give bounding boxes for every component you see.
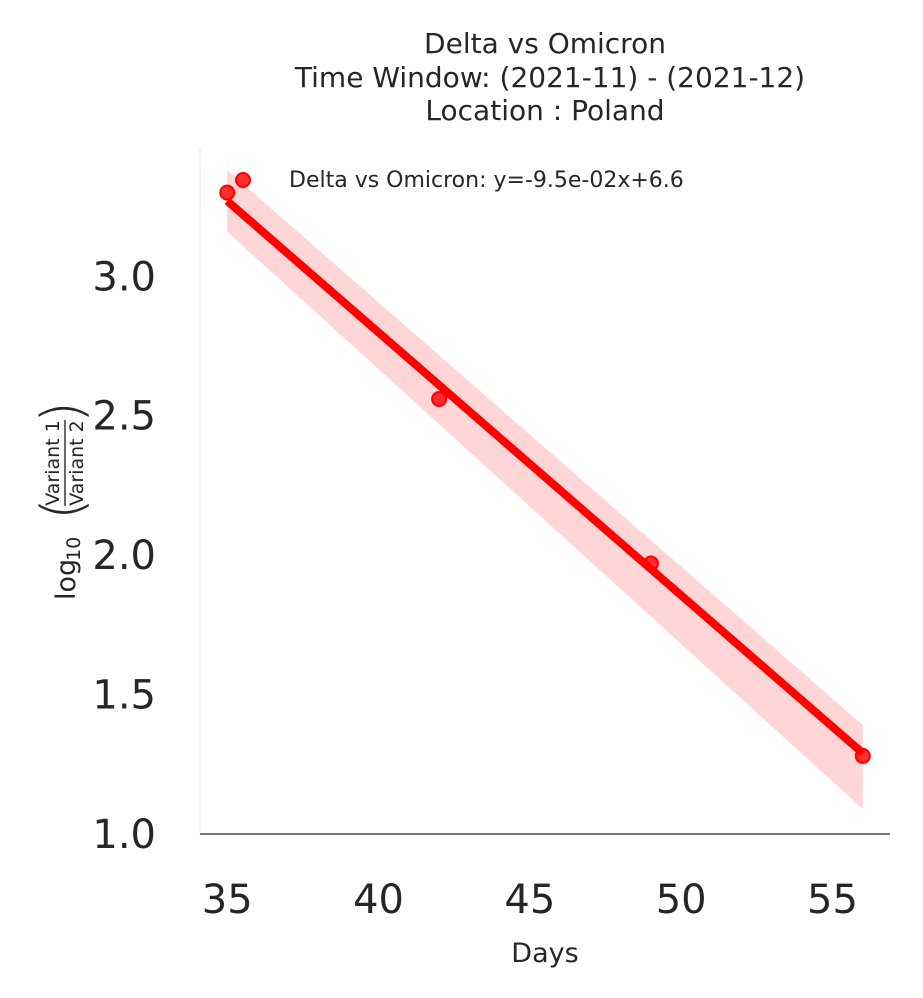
y-tick-labels: 1.0 1.5 2.0 2.5 3.0 bbox=[92, 254, 156, 858]
data-point bbox=[642, 555, 659, 572]
chart-title-line-3: Location : Poland bbox=[425, 94, 664, 127]
data-points-layer bbox=[219, 184, 871, 764]
x-tick-label: 55 bbox=[807, 877, 858, 923]
legend-label: Delta vs Omicron: y=-9.5e-02x+6.6 bbox=[289, 168, 684, 193]
y-axis-label-prefix: log bbox=[51, 559, 82, 600]
data-point bbox=[854, 747, 871, 764]
x-axis-label: Days bbox=[511, 938, 578, 969]
x-tick-label: 40 bbox=[353, 877, 404, 923]
x-tick-label: 35 bbox=[202, 877, 253, 923]
chart-title-line-1: Delta vs Omicron bbox=[424, 27, 666, 60]
legend: Delta vs Omicron: y=-9.5e-02x+6.6 bbox=[235, 168, 684, 193]
legend-marker bbox=[235, 172, 251, 188]
y-axis-label-subscript: 10 bbox=[63, 537, 85, 561]
chart-title-line-2: Time Window: (2021-11) - (2021-12) bbox=[294, 61, 805, 94]
y-tick-label: 3.0 bbox=[92, 254, 156, 300]
x-tick-label: 50 bbox=[656, 877, 707, 923]
y-axis-label-numerator: Variant 1 bbox=[42, 420, 64, 506]
x-tick-labels: 35 40 45 50 55 bbox=[202, 877, 858, 923]
data-point bbox=[219, 184, 236, 201]
y-axis-label-left-paren: ( bbox=[30, 498, 95, 520]
chart-title: Delta vs Omicron Time Window: (2021-11) … bbox=[294, 27, 805, 127]
y-tick-label: 1.0 bbox=[92, 812, 156, 858]
data-point bbox=[431, 390, 448, 407]
y-tick-label: 2.5 bbox=[92, 394, 156, 440]
regression-line bbox=[224, 197, 866, 757]
y-tick-label: 1.5 bbox=[92, 673, 156, 719]
y-tick-label: 2.0 bbox=[92, 533, 156, 579]
confidence-band bbox=[227, 170, 863, 809]
confidence-band-layer bbox=[227, 170, 863, 809]
x-tick-label: 45 bbox=[504, 877, 555, 923]
regression-line-layer bbox=[224, 197, 866, 757]
plot-area bbox=[199, 148, 890, 835]
y-axis-label-right-paren: ) bbox=[30, 401, 95, 423]
y-axis-label: log 10 ( Variant 1 Variant 2 ) bbox=[30, 401, 95, 600]
y-axis-label-denominator: Variant 2 bbox=[66, 420, 88, 506]
